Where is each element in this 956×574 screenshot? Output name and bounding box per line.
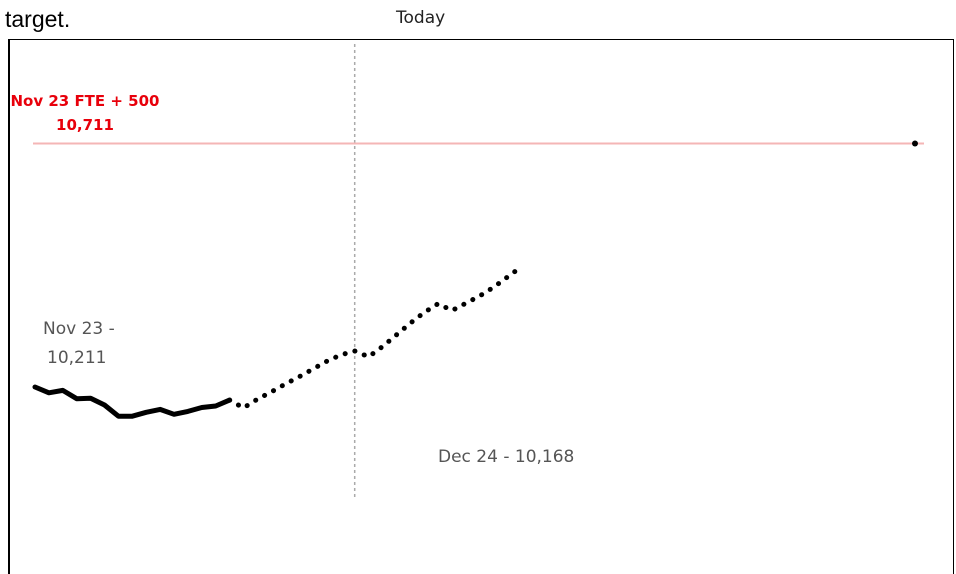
chart-frame xyxy=(8,39,954,574)
target-end-marker xyxy=(912,140,918,147)
forecast-series-line xyxy=(227,264,524,411)
target-value-label: 10,711 xyxy=(56,116,114,134)
series-layer xyxy=(32,140,918,419)
actual-series-line xyxy=(32,384,233,419)
today-annotation: Dec 24 - 10,168 xyxy=(438,447,574,467)
start-annotation-line2: 10,211 xyxy=(47,348,106,368)
target-label: Nov 23 FTE + 500 xyxy=(10,92,159,110)
start-annotation-line1: Nov 23 - xyxy=(43,319,115,339)
figure-caption: target. xyxy=(5,6,71,32)
today-label: Today xyxy=(396,8,446,28)
